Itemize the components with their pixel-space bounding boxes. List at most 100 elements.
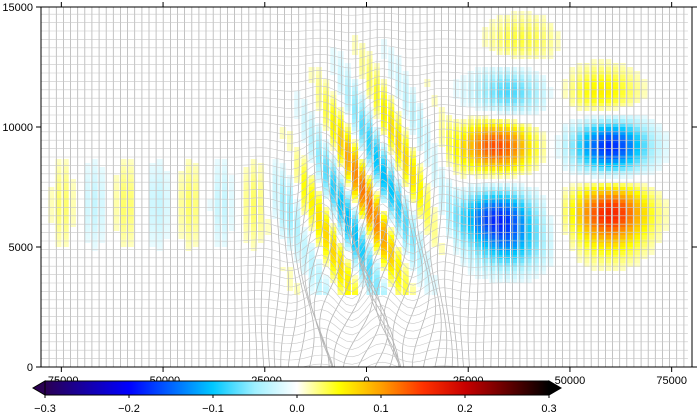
heatmap-cell — [569, 211, 576, 215]
heatmap-cell — [590, 135, 597, 139]
heatmap-cell — [344, 175, 351, 179]
heatmap-cell — [127, 243, 134, 247]
heatmap-cell — [308, 159, 315, 163]
heatmap-cell — [388, 231, 395, 235]
heatmap-cell — [460, 263, 467, 267]
heatmap-cell — [511, 131, 518, 135]
heatmap-cell — [337, 71, 344, 75]
heatmap-cell — [655, 215, 662, 219]
heatmap-cell — [518, 271, 525, 275]
heatmap-cell — [380, 147, 387, 151]
heatmap-cell — [503, 223, 510, 227]
heatmap-cell — [460, 79, 467, 83]
heatmap-cell — [344, 263, 351, 267]
heatmap-cell — [409, 147, 416, 151]
heatmap-cell — [48, 207, 55, 211]
heatmap-cell — [626, 143, 633, 147]
heatmap-cell — [496, 203, 503, 207]
heatmap-cell — [561, 191, 568, 195]
heatmap-cell — [496, 79, 503, 83]
heatmap-cell — [554, 151, 561, 155]
heatmap-cell — [590, 63, 597, 67]
heatmap-cell — [366, 211, 373, 215]
heatmap-cell — [503, 103, 510, 107]
heatmap-cell — [323, 99, 330, 103]
heatmap-cell — [496, 259, 503, 263]
heatmap-cell — [467, 123, 474, 127]
contour-line — [41, 187, 688, 228]
heatmap-cell — [337, 163, 344, 167]
heatmap-cell — [127, 203, 134, 207]
heatmap-cell — [330, 235, 337, 239]
heatmap-cell — [540, 235, 547, 239]
contour-line — [41, 314, 688, 336]
heatmap-cell — [308, 131, 315, 135]
heatmap-cell — [113, 179, 120, 183]
heatmap-cell — [380, 171, 387, 175]
heatmap-cell — [663, 227, 670, 231]
heatmap-cell — [192, 171, 199, 175]
heatmap-cell — [366, 91, 373, 95]
heatmap-cell — [540, 203, 547, 207]
heatmap-cell — [489, 243, 496, 247]
heatmap-cell — [597, 119, 604, 123]
heatmap-cell — [583, 135, 590, 139]
heatmap-cell — [590, 119, 597, 123]
heatmap-cell — [91, 203, 98, 207]
heatmap-cell — [576, 163, 583, 167]
heatmap-cell — [315, 219, 322, 223]
heatmap-cell — [373, 203, 380, 207]
heatmap-cell — [323, 235, 330, 239]
heatmap-cell — [569, 227, 576, 231]
heatmap-cell — [446, 207, 453, 211]
heatmap-cell — [511, 275, 518, 279]
heatmap-cell — [366, 107, 373, 111]
heatmap-cell — [648, 235, 655, 239]
heatmap-cell — [446, 227, 453, 231]
heatmap-cell — [402, 139, 409, 143]
heatmap-cell — [597, 87, 604, 91]
heatmap-cell — [569, 223, 576, 227]
heatmap-cell — [402, 155, 409, 159]
heatmap-cell — [540, 215, 547, 219]
heatmap-cell — [156, 203, 163, 207]
heatmap-cell — [496, 243, 503, 247]
heatmap-cell — [518, 279, 525, 283]
heatmap-cell — [655, 135, 662, 139]
heatmap-cell — [482, 159, 489, 163]
heatmap-cell — [511, 203, 518, 207]
heatmap-cell — [149, 219, 156, 223]
heatmap-cell — [69, 187, 76, 191]
heatmap-cell — [583, 143, 590, 147]
heatmap-cell — [417, 263, 424, 267]
heatmap-cell — [532, 163, 539, 167]
heatmap-cell — [648, 167, 655, 171]
heatmap-cell — [489, 91, 496, 95]
heatmap-cell — [337, 243, 344, 247]
heatmap-cell — [540, 143, 547, 147]
heatmap-cell — [532, 191, 539, 195]
contour-line — [411, 7, 430, 367]
heatmap-cell — [69, 215, 76, 219]
heatmap-cell — [243, 231, 250, 235]
heatmap-cell — [576, 107, 583, 111]
heatmap-cell — [583, 195, 590, 199]
heatmap-cell — [605, 251, 612, 255]
heatmap-cell — [475, 123, 482, 127]
heatmap-cell — [308, 127, 315, 131]
heatmap-cell — [663, 203, 670, 207]
heatmap-cell — [214, 235, 221, 239]
heatmap-cell — [525, 159, 532, 163]
heatmap-cell — [612, 99, 619, 103]
heatmap-cell — [503, 191, 510, 195]
heatmap-cell — [518, 39, 525, 43]
heatmap-cell — [511, 31, 518, 35]
heatmap-cell — [402, 207, 409, 211]
heatmap-cell — [496, 107, 503, 111]
heatmap-cell — [641, 159, 648, 163]
heatmap-cell — [221, 207, 228, 211]
heatmap-cell — [547, 47, 554, 51]
heatmap-cell — [380, 235, 387, 239]
heatmap-cell — [605, 91, 612, 95]
heatmap-cell — [619, 255, 626, 259]
